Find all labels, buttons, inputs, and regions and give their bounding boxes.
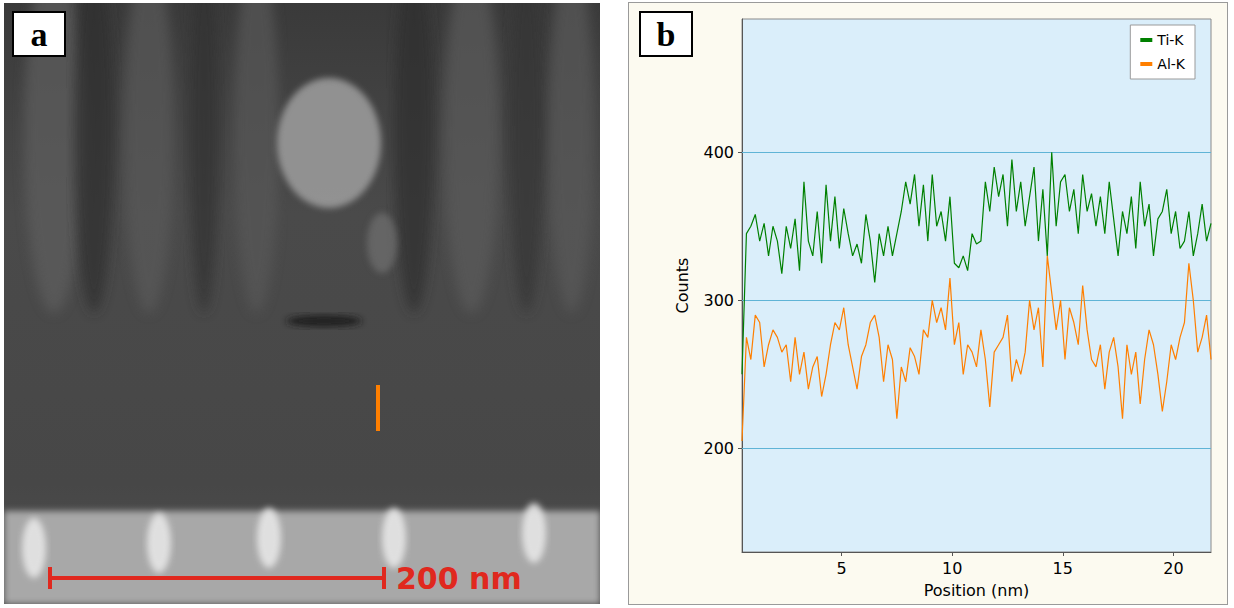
svg-text:Counts: Counts (673, 258, 692, 314)
svg-text:5: 5 (836, 559, 846, 578)
html-text:a: a (30, 16, 48, 53)
svg-text:20: 20 (1163, 559, 1183, 578)
svg-text:10: 10 (942, 559, 962, 578)
html-text:b: b (656, 16, 676, 53)
svg-text:400: 400 (703, 143, 734, 162)
svg-text:Ti-K: Ti-K (1156, 32, 1184, 48)
svg-text:300: 300 (703, 291, 734, 310)
svg-text:200: 200 (703, 439, 734, 458)
svg-text:15: 15 (1053, 559, 1073, 578)
svg-text:Position (nm): Position (nm) (924, 581, 1030, 600)
svg-text:200 nm: 200 nm (396, 561, 522, 596)
svg-text:Al-K: Al-K (1157, 56, 1186, 72)
